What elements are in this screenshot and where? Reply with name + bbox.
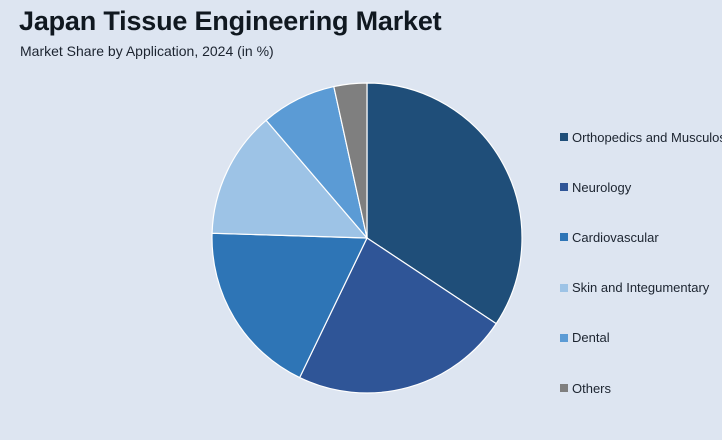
legend-item: Orthopedics and Musculoskeletal (560, 112, 722, 162)
legend-label: Skin and Integumentary (572, 280, 710, 296)
legend-swatch (560, 333, 568, 342)
chart-title: Japan Tissue Engineering Market (19, 6, 442, 36)
legend-label: Dental (572, 330, 610, 346)
legend-label: Orthopedics and Musculoskeletal (572, 129, 722, 145)
legend-label: Others (572, 380, 612, 396)
pie-slice-3 (211, 232, 368, 379)
legend-label: Cardiovascular (572, 229, 659, 245)
legend-swatch (560, 384, 568, 393)
legend-item: Skin and Integumentary (560, 263, 722, 313)
legend-item: Neurology (560, 162, 722, 212)
legend-swatch (560, 133, 568, 142)
legend: Orthopedics and Musculoskeletal Neurolog… (560, 112, 722, 413)
legend-label: Neurology (572, 179, 632, 195)
legend-item: Cardiovascular (560, 212, 722, 262)
pie-slice-4 (211, 119, 369, 239)
pie-slice-6 (333, 82, 368, 239)
legend-item: Others (560, 363, 722, 413)
legend-swatch (560, 283, 568, 292)
legend-item: Dental (560, 313, 722, 363)
legend-swatch (560, 233, 568, 242)
chart-subtitle: Market Share by Application, 2024 (in %) (20, 43, 274, 59)
legend-swatch (560, 183, 568, 192)
